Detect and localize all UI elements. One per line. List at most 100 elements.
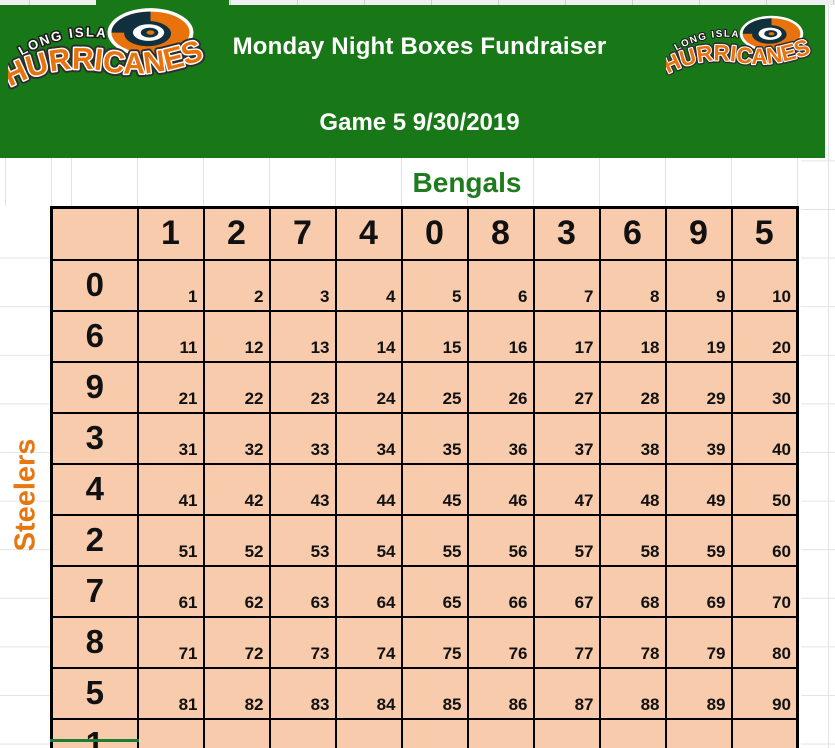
- square-cell[interactable]: 33: [268, 412, 337, 465]
- square-cell[interactable]: 45: [400, 463, 469, 516]
- square-cell[interactable]: 40: [730, 412, 799, 465]
- row-header-cell[interactable]: 4: [50, 463, 139, 516]
- square-cell[interactable]: 79: [664, 616, 733, 669]
- square-cell[interactable]: 43: [268, 463, 337, 516]
- square-cell[interactable]: 61: [136, 565, 205, 618]
- square-cell[interactable]: 91: [136, 718, 205, 748]
- square-cell[interactable]: 58: [598, 514, 667, 567]
- square-cell[interactable]: 75: [400, 616, 469, 669]
- square-cell[interactable]: 51: [136, 514, 205, 567]
- square-cell[interactable]: 88: [598, 667, 667, 720]
- column-header-cell[interactable]: 0: [400, 206, 469, 261]
- square-cell[interactable]: 94: [334, 718, 403, 748]
- square-cell[interactable]: 21: [136, 361, 205, 414]
- square-cell[interactable]: 67: [532, 565, 601, 618]
- square-cell[interactable]: 89: [664, 667, 733, 720]
- square-cell[interactable]: 53: [268, 514, 337, 567]
- square-cell[interactable]: 78: [598, 616, 667, 669]
- column-header-cell[interactable]: 1: [136, 206, 205, 261]
- square-cell[interactable]: 10: [730, 259, 799, 312]
- square-cell[interactable]: 1: [136, 259, 205, 312]
- column-header-cell[interactable]: 9: [664, 206, 733, 261]
- square-cell[interactable]: 98: [598, 718, 667, 748]
- column-header-cell[interactable]: 8: [466, 206, 535, 261]
- square-cell[interactable]: 56: [466, 514, 535, 567]
- square-cell[interactable]: 22: [202, 361, 271, 414]
- square-cell[interactable]: 44: [334, 463, 403, 516]
- square-cell[interactable]: 66: [466, 565, 535, 618]
- square-cell[interactable]: 72: [202, 616, 271, 669]
- square-cell[interactable]: 71: [136, 616, 205, 669]
- square-cell[interactable]: 23: [268, 361, 337, 414]
- square-cell[interactable]: 13: [268, 310, 337, 363]
- row-header-cell[interactable]: 5: [50, 667, 139, 720]
- square-cell[interactable]: 9: [664, 259, 733, 312]
- square-cell[interactable]: 36: [466, 412, 535, 465]
- square-cell[interactable]: 49: [664, 463, 733, 516]
- square-cell[interactable]: 28: [598, 361, 667, 414]
- square-cell[interactable]: 99: [664, 718, 733, 748]
- square-cell[interactable]: 26: [466, 361, 535, 414]
- square-cell[interactable]: 54: [334, 514, 403, 567]
- square-cell[interactable]: 57: [532, 514, 601, 567]
- square-cell[interactable]: 64: [334, 565, 403, 618]
- square-cell[interactable]: 86: [466, 667, 535, 720]
- square-cell[interactable]: 83: [268, 667, 337, 720]
- square-cell[interactable]: 73: [268, 616, 337, 669]
- square-cell[interactable]: 63: [268, 565, 337, 618]
- square-cell[interactable]: 41: [136, 463, 205, 516]
- row-header-cell[interactable]: 2: [50, 514, 139, 567]
- square-cell[interactable]: 48: [598, 463, 667, 516]
- square-cell[interactable]: 20: [730, 310, 799, 363]
- square-cell[interactable]: 27: [532, 361, 601, 414]
- square-cell[interactable]: 17: [532, 310, 601, 363]
- row-header-cell[interactable]: 9: [50, 361, 139, 414]
- square-cell[interactable]: 74: [334, 616, 403, 669]
- square-cell[interactable]: 5: [400, 259, 469, 312]
- square-cell[interactable]: 47: [532, 463, 601, 516]
- square-cell[interactable]: 60: [730, 514, 799, 567]
- square-cell[interactable]: 11: [136, 310, 205, 363]
- square-cell[interactable]: 85: [400, 667, 469, 720]
- row-header-cell[interactable]: 0: [50, 259, 139, 312]
- square-cell[interactable]: 70: [730, 565, 799, 618]
- square-cell[interactable]: 35: [400, 412, 469, 465]
- square-cell[interactable]: 32: [202, 412, 271, 465]
- square-cell[interactable]: 18: [598, 310, 667, 363]
- square-cell[interactable]: 52: [202, 514, 271, 567]
- square-cell[interactable]: 68: [598, 565, 667, 618]
- row-header-cell[interactable]: 8: [50, 616, 139, 669]
- square-cell[interactable]: 82: [202, 667, 271, 720]
- row-header-cell[interactable]: 6: [50, 310, 139, 363]
- square-cell[interactable]: 62: [202, 565, 271, 618]
- square-cell[interactable]: 2: [202, 259, 271, 312]
- square-cell[interactable]: 37: [532, 412, 601, 465]
- square-cell[interactable]: 6: [466, 259, 535, 312]
- square-cell[interactable]: 16: [466, 310, 535, 363]
- square-cell[interactable]: 97: [532, 718, 601, 748]
- square-cell[interactable]: 84: [334, 667, 403, 720]
- square-cell[interactable]: 65: [400, 565, 469, 618]
- square-cell[interactable]: 38: [598, 412, 667, 465]
- square-cell[interactable]: 77: [532, 616, 601, 669]
- square-cell[interactable]: 55: [400, 514, 469, 567]
- column-header-cell[interactable]: 6: [598, 206, 667, 261]
- square-cell[interactable]: 15: [400, 310, 469, 363]
- square-cell[interactable]: 69: [664, 565, 733, 618]
- square-cell[interactable]: 24: [334, 361, 403, 414]
- column-header-cell[interactable]: 2: [202, 206, 271, 261]
- square-cell[interactable]: 76: [466, 616, 535, 669]
- column-header-cell[interactable]: 5: [730, 206, 799, 261]
- square-cell[interactable]: 59: [664, 514, 733, 567]
- square-cell[interactable]: 19: [664, 310, 733, 363]
- square-cell[interactable]: 87: [532, 667, 601, 720]
- square-cell[interactable]: 96: [466, 718, 535, 748]
- square-cell[interactable]: 100: [730, 718, 799, 748]
- square-cell[interactable]: 4: [334, 259, 403, 312]
- square-cell[interactable]: 7: [532, 259, 601, 312]
- grid-corner-cell[interactable]: [50, 206, 139, 261]
- row-header-cell[interactable]: 3: [50, 412, 139, 465]
- square-cell[interactable]: 95: [400, 718, 469, 748]
- square-cell[interactable]: 3: [268, 259, 337, 312]
- square-cell[interactable]: 34: [334, 412, 403, 465]
